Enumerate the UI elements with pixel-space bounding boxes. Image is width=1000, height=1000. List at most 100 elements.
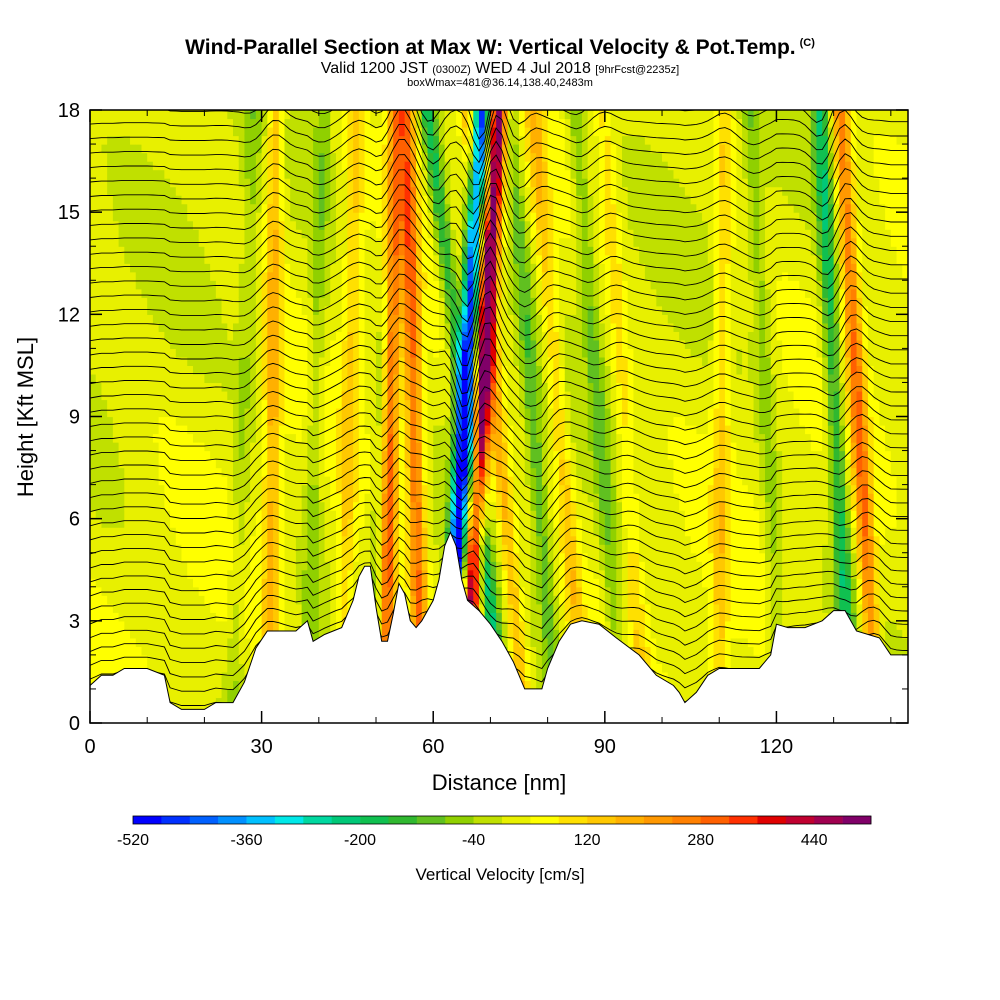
velocity-cell	[284, 212, 291, 222]
velocity-cell	[267, 220, 274, 230]
velocity-cell	[250, 322, 257, 332]
velocity-cell	[433, 399, 440, 409]
velocity-cell	[221, 637, 228, 647]
velocity-cell	[170, 671, 177, 682]
velocity-cell	[318, 152, 326, 162]
velocity-cell	[164, 501, 171, 511]
velocity-cell	[250, 450, 257, 460]
velocity-cell	[364, 237, 371, 247]
velocity-cell	[358, 373, 366, 384]
velocity-cell	[347, 484, 354, 494]
velocity-cell	[147, 518, 154, 528]
velocity-cell	[438, 195, 446, 205]
velocity-cell	[158, 654, 165, 664]
velocity-cell	[416, 442, 423, 452]
velocity-cell	[95, 135, 103, 145]
velocity-cell	[164, 263, 171, 273]
velocity-cell	[404, 203, 411, 213]
velocity-cell	[284, 493, 291, 503]
velocity-cell	[238, 612, 246, 622]
velocity-cell	[204, 127, 211, 137]
velocity-cell	[347, 561, 354, 571]
velocity-cell	[381, 399, 389, 409]
velocity-cell	[192, 603, 200, 613]
velocity-cell	[307, 527, 314, 537]
velocity-cell	[444, 356, 451, 367]
velocity-cell	[278, 314, 286, 324]
velocity-cell	[255, 152, 263, 162]
velocity-cell	[330, 373, 337, 384]
velocity-cell	[90, 595, 97, 605]
velocity-cell	[410, 322, 417, 332]
velocity-cell	[175, 620, 183, 630]
velocity-cell	[295, 544, 303, 554]
velocity-cell	[461, 425, 469, 435]
velocity-cell	[255, 603, 263, 613]
velocity-cell	[318, 552, 326, 562]
velocity-cell	[181, 348, 188, 358]
velocity-cell	[313, 442, 320, 452]
velocity-cell	[227, 314, 234, 324]
velocity-cell	[324, 620, 331, 630]
velocity-cell	[164, 195, 171, 205]
velocity-cell	[204, 399, 211, 409]
velocity-cell	[221, 459, 228, 469]
velocity-cell	[255, 254, 263, 264]
velocity-cell	[198, 501, 206, 511]
velocity-cell	[267, 237, 274, 247]
velocity-cell	[353, 339, 360, 349]
velocity-cell	[170, 476, 177, 486]
velocity-cell	[273, 229, 280, 239]
velocity-cell	[107, 629, 114, 639]
velocity-cell	[478, 578, 486, 588]
velocity-cell	[124, 373, 131, 384]
velocity-cell	[187, 459, 194, 469]
velocity-cell	[376, 578, 383, 588]
velocity-cell	[318, 237, 326, 247]
velocity-cell	[141, 110, 148, 120]
velocity-cell	[175, 399, 183, 409]
velocity-cell	[358, 356, 366, 367]
velocity-cell	[433, 178, 440, 188]
velocity-cell	[290, 212, 297, 222]
velocity-cell	[301, 229, 308, 239]
velocity-cell	[244, 493, 251, 503]
velocity-cell	[358, 467, 366, 477]
velocity-cell	[295, 501, 303, 511]
velocity-cell	[318, 510, 326, 520]
velocity-cell	[450, 356, 457, 367]
velocity-cell	[416, 459, 423, 469]
velocity-cell	[438, 518, 446, 528]
velocity-cell	[313, 510, 320, 520]
velocity-cell	[261, 425, 268, 435]
velocity-cell	[95, 127, 103, 137]
velocity-cell	[273, 297, 280, 307]
velocity-cell	[444, 186, 451, 196]
velocity-cell	[273, 595, 280, 605]
velocity-cell	[284, 322, 291, 332]
velocity-cell	[381, 314, 389, 324]
velocity-cell	[284, 331, 291, 341]
velocity-cell	[192, 527, 200, 537]
velocity-cell	[416, 433, 423, 443]
velocity-cell	[324, 203, 331, 213]
velocity-cell	[227, 331, 234, 341]
velocity-cell	[313, 450, 320, 460]
velocity-cell	[112, 382, 120, 392]
velocity-cell	[295, 527, 303, 537]
velocity-cell	[341, 612, 349, 622]
velocity-cell	[164, 493, 171, 503]
velocity-cell	[250, 314, 257, 324]
velocity-cell	[478, 305, 486, 315]
velocity-cell	[187, 433, 194, 443]
velocity-cell	[450, 144, 457, 154]
velocity-cell	[335, 476, 343, 486]
velocity-cell	[307, 254, 314, 264]
velocity-cell	[427, 527, 434, 537]
velocity-cell	[450, 110, 457, 120]
velocity-cell	[444, 203, 451, 213]
velocity-cell	[164, 348, 171, 358]
velocity-cell	[376, 527, 383, 537]
velocity-cell	[433, 552, 440, 562]
velocity-cell	[290, 407, 297, 418]
